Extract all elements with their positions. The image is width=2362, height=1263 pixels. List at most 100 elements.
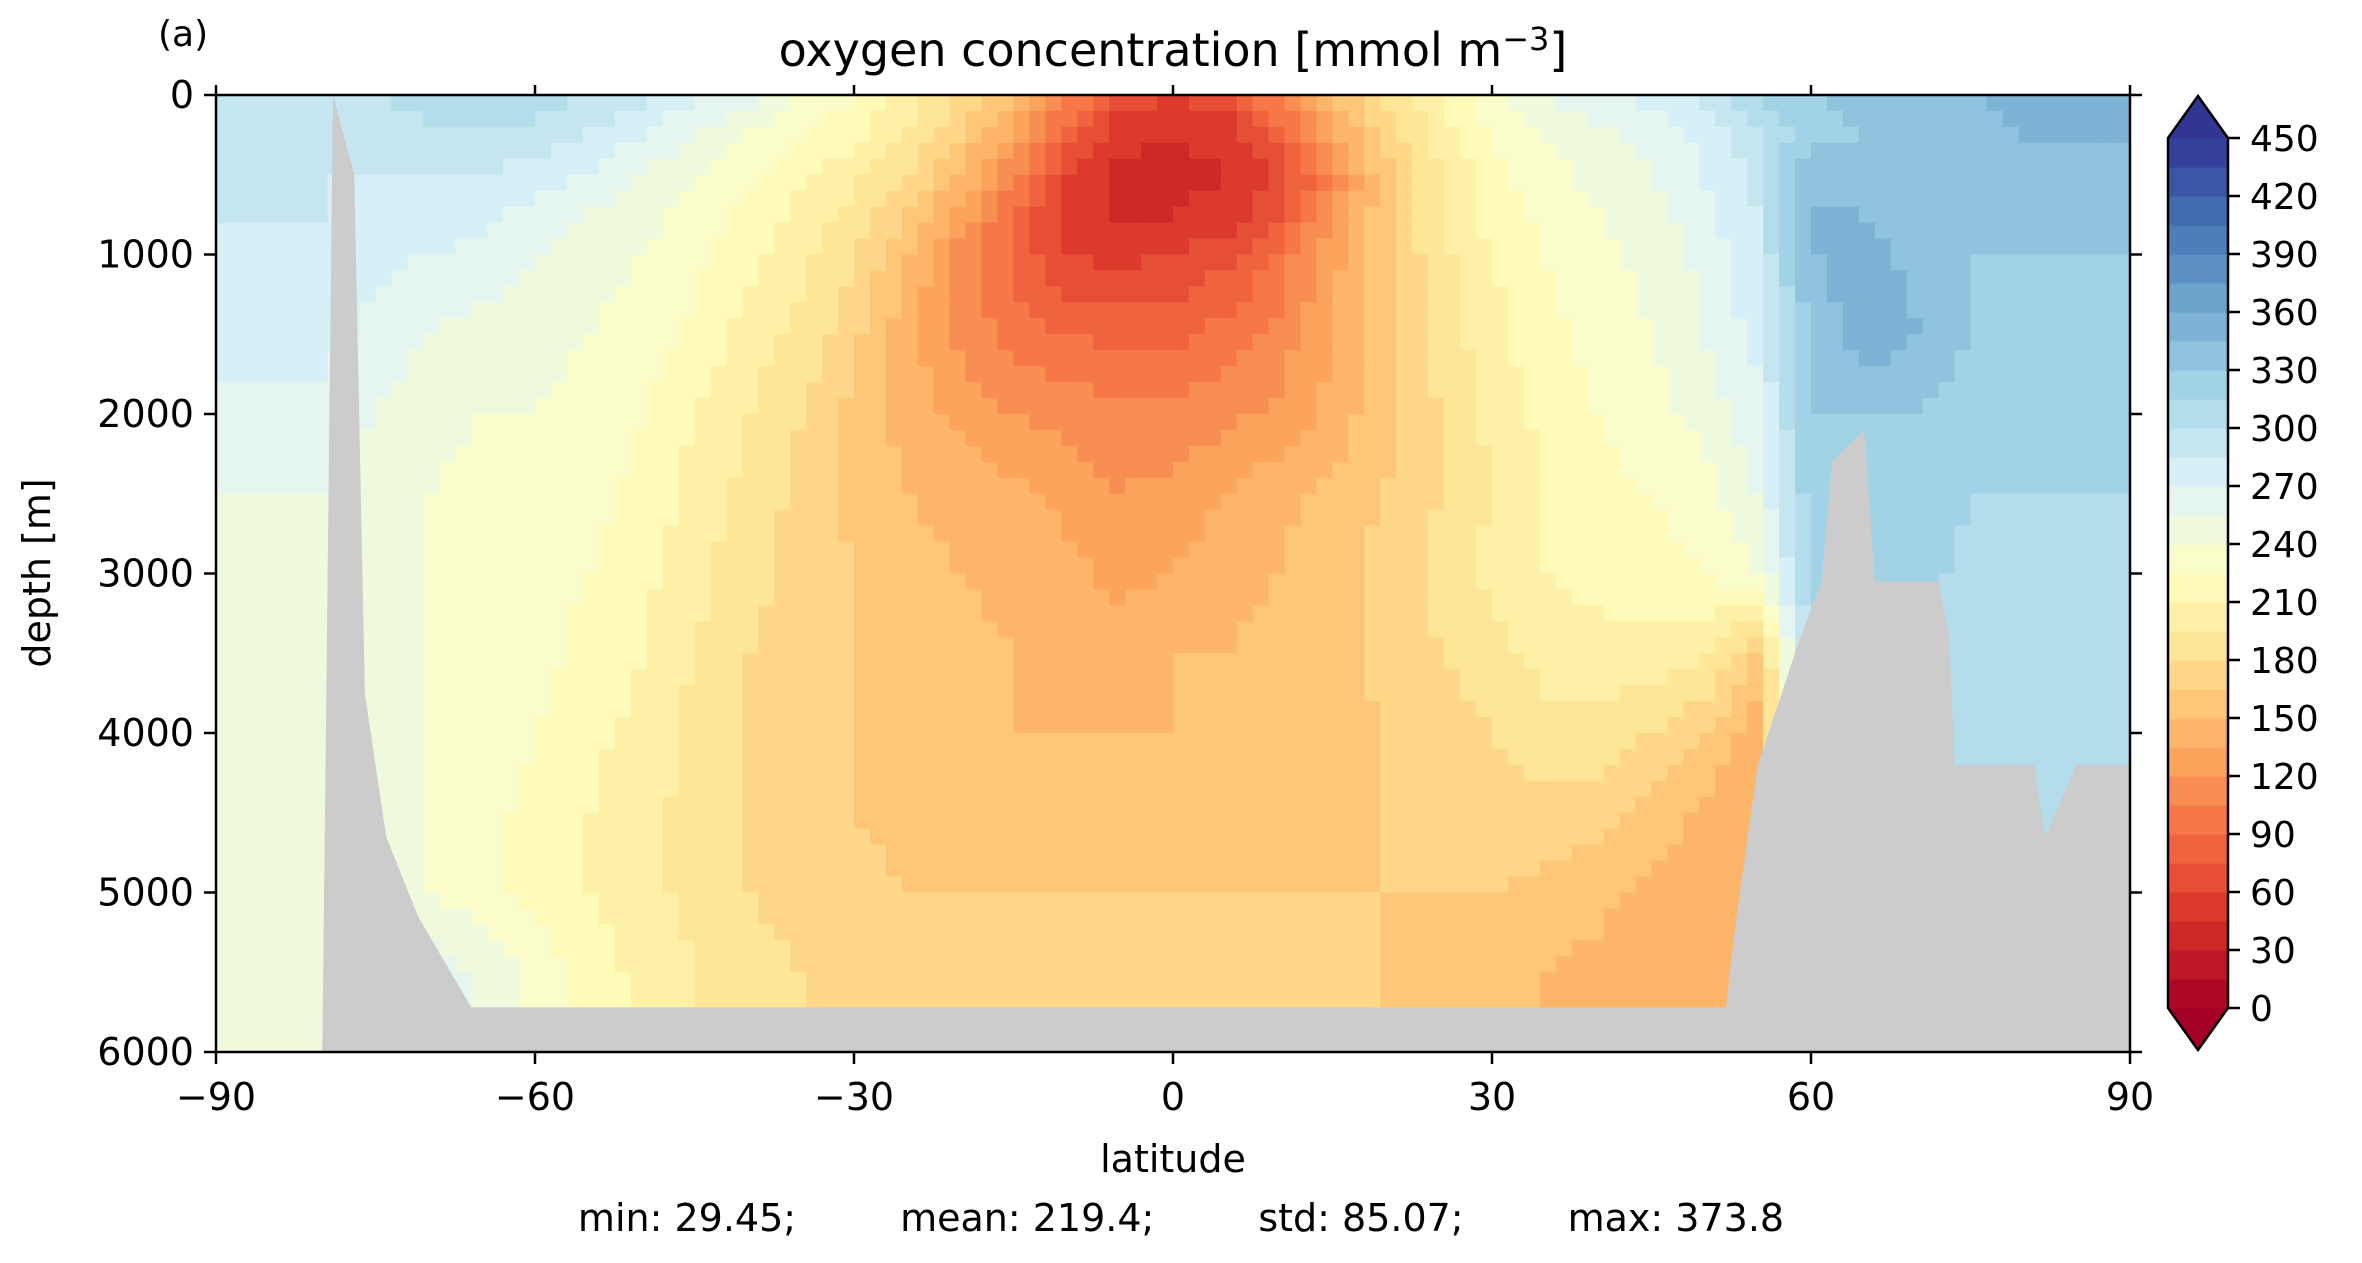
- heatmap-cell: [535, 717, 552, 734]
- heatmap-cell: [439, 350, 457, 367]
- heatmap-cell: [1523, 142, 1541, 160]
- heatmap-cell: [646, 573, 664, 591]
- heatmap-cell: [1284, 206, 1302, 224]
- heatmap-cell: [1460, 525, 1477, 543]
- heatmap-cell: [2050, 414, 2067, 431]
- heatmap-cell: [1029, 589, 1047, 607]
- heatmap-cell: [1476, 493, 1493, 511]
- heatmap-cell: [2002, 653, 2020, 670]
- heatmap-cell: [1970, 222, 1988, 240]
- heatmap-cell: [1858, 398, 1876, 415]
- heatmap-cell: [1476, 174, 1493, 192]
- heatmap-cell: [901, 589, 919, 607]
- heatmap-cell: [646, 382, 664, 399]
- heatmap-cell: [1204, 748, 1222, 766]
- heatmap-cell: [1316, 190, 1334, 208]
- heatmap-cell: [455, 158, 472, 176]
- heatmap-cell: [439, 525, 457, 543]
- heatmap-cell: [1938, 254, 1956, 272]
- heatmap-cell: [1252, 414, 1270, 431]
- heatmap-cell: [407, 557, 425, 575]
- heatmap-cell: [1667, 158, 1685, 176]
- heatmap-cell: [503, 509, 520, 527]
- heatmap-cell: [1380, 589, 1398, 607]
- heatmap-cell: [1316, 366, 1334, 383]
- heatmap-cell: [439, 222, 457, 240]
- heatmap-cell: [2050, 477, 2067, 495]
- heatmap-cell: [1779, 206, 1796, 224]
- heatmap-cell: [2002, 382, 2020, 399]
- heatmap-cell: [742, 477, 760, 495]
- heatmap-cell: [1683, 254, 1701, 272]
- heatmap-cell: [1747, 685, 1764, 702]
- heatmap-cell: [279, 637, 297, 655]
- heatmap-cell: [1715, 605, 1733, 623]
- heatmap-cell: [1539, 366, 1557, 383]
- heatmap-cell: [1938, 174, 1956, 192]
- heatmap-cell: [790, 238, 807, 256]
- heatmap-cell: [901, 95, 919, 112]
- heatmap-cell: [1906, 445, 1924, 463]
- heatmap-cell: [662, 158, 680, 176]
- heatmap-cell: [1173, 429, 1190, 447]
- heatmap-cell: [247, 525, 265, 543]
- heatmap-cell: [391, 605, 409, 623]
- heatmap-cell: [1523, 206, 1541, 224]
- heatmap-cell: [806, 206, 823, 224]
- heatmap-cell: [598, 557, 616, 575]
- heatmap-cell: [1587, 669, 1605, 686]
- heatmap-cell: [1173, 685, 1190, 702]
- heatmap-cell: [1651, 174, 1669, 192]
- heatmap-cell: [1412, 270, 1429, 288]
- heatmap-cell: [1220, 605, 1238, 623]
- heatmap-cell: [901, 605, 919, 623]
- heatmap-cell: [1683, 398, 1701, 415]
- heatmap-cell: [981, 748, 999, 766]
- heatmap-cell: [1555, 493, 1573, 511]
- heatmap-cell: [1332, 605, 1350, 623]
- heatmap-cell: [1045, 445, 1063, 463]
- heatmap-cell: [981, 142, 999, 160]
- heatmap-cell: [869, 685, 887, 702]
- heatmap-cell: [439, 445, 457, 463]
- heatmap-cell: [1731, 573, 1748, 591]
- heatmap-cell: [742, 238, 760, 256]
- heatmap-cell: [917, 477, 935, 495]
- heatmap-cell: [758, 158, 776, 176]
- heatmap-cell: [806, 605, 823, 623]
- heatmap-cell: [742, 717, 760, 734]
- heatmap-cell: [1603, 302, 1621, 320]
- heatmap-cell: [1922, 541, 1940, 559]
- heatmap-cell: [279, 414, 297, 431]
- heatmap-cell: [1077, 653, 1095, 670]
- heatmap-cell: [774, 238, 791, 256]
- heatmap-cell: [869, 589, 887, 607]
- heatmap-cell: [965, 557, 983, 575]
- heatmap-cell: [2114, 445, 2130, 463]
- heatmap-cell: [1157, 350, 1174, 367]
- heatmap-cell: [1858, 174, 1876, 192]
- heatmap-cell: [1252, 286, 1270, 304]
- heatmap-cell: [694, 222, 712, 240]
- heatmap-cell: [1747, 541, 1764, 559]
- heatmap-cell: [1284, 717, 1302, 734]
- heatmap-cell: [1619, 238, 1637, 256]
- heatmap-cell: [279, 525, 297, 543]
- heatmap-cell: [694, 318, 712, 336]
- heatmap-cell: [455, 318, 472, 336]
- heatmap-cell: [423, 254, 441, 272]
- heatmap-cell: [1428, 637, 1445, 655]
- heatmap-cell: [1507, 366, 1525, 383]
- heatmap-cell: [582, 445, 600, 463]
- heatmap-cell: [1077, 398, 1095, 415]
- heatmap-cell: [295, 509, 313, 527]
- heatmap-cell: [1396, 701, 1414, 718]
- heatmap-cell: [1013, 445, 1031, 463]
- heatmap-cell: [1555, 158, 1573, 176]
- heatmap-cell: [678, 158, 696, 176]
- heatmap-cell: [2066, 637, 2083, 655]
- heatmap-cell: [1157, 637, 1174, 655]
- heatmap-cell: [1635, 653, 1653, 670]
- heatmap-cell: [1093, 717, 1110, 734]
- heatmap-cell: [1268, 605, 1286, 623]
